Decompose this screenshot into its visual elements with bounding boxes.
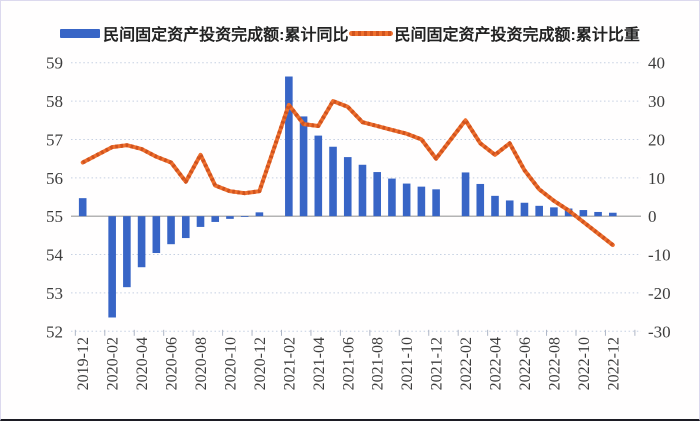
bar — [181, 216, 190, 239]
svg-text:2022-06: 2022-06 — [517, 337, 534, 390]
bar-series-swatch-icon — [60, 28, 101, 38]
bar — [432, 189, 440, 217]
svg-text:30: 30 — [648, 92, 665, 111]
svg-text:56: 56 — [46, 169, 63, 188]
line-series — [80, 99, 615, 247]
legend-label-cumulative-yoy: 民间固定资产投资完成额:累计同比 — [103, 27, 349, 44]
bar — [373, 172, 381, 217]
left-axis-labels: 52 53 54 55 56 57 58 59 — [46, 54, 64, 342]
bar — [299, 116, 308, 217]
legend-item-cumulative-share: 民间固定资产投资完成额:累计比重 — [348, 21, 640, 45]
svg-text:0: 0 — [648, 207, 657, 226]
bar — [609, 212, 617, 217]
svg-text:20: 20 — [648, 130, 665, 149]
bar — [505, 200, 514, 217]
bar — [167, 216, 175, 245]
bar — [314, 135, 323, 217]
line-series-swatch-icon — [348, 30, 393, 36]
bar — [520, 202, 529, 217]
bar — [417, 186, 426, 217]
svg-text:2021-04: 2021-04 — [311, 337, 328, 390]
bar — [255, 212, 264, 217]
svg-text:58: 58 — [46, 92, 63, 111]
bar — [123, 216, 131, 288]
svg-text:2021-12: 2021-12 — [429, 337, 446, 390]
bar — [550, 207, 558, 217]
bar — [329, 146, 337, 217]
bar — [535, 205, 543, 217]
bar — [226, 216, 234, 219]
svg-text:2019-12: 2019-12 — [75, 337, 92, 390]
bar — [491, 195, 499, 217]
svg-text:52: 52 — [46, 322, 63, 341]
bar — [476, 183, 485, 217]
svg-text:55: 55 — [46, 207, 63, 226]
svg-text:10: 10 — [648, 169, 665, 188]
bar — [108, 216, 116, 318]
svg-text:57: 57 — [46, 130, 64, 149]
svg-text:2020-10: 2020-10 — [222, 337, 239, 390]
bar-series — [78, 76, 617, 318]
bar — [78, 198, 87, 217]
svg-text:2021-08: 2021-08 — [370, 337, 387, 390]
svg-text:-30: -30 — [648, 322, 671, 341]
svg-text:2020-02: 2020-02 — [105, 337, 122, 390]
svg-text:2020-06: 2020-06 — [164, 337, 181, 390]
svg-text:2022-04: 2022-04 — [488, 337, 505, 390]
bar — [594, 211, 602, 217]
bar — [343, 157, 352, 217]
svg-text:2021-06: 2021-06 — [340, 337, 357, 390]
svg-text:53: 53 — [46, 284, 63, 303]
bar — [137, 216, 146, 268]
svg-text:54: 54 — [46, 246, 64, 265]
bar — [285, 76, 293, 217]
svg-text:2021-10: 2021-10 — [399, 337, 416, 390]
svg-text:2021-02: 2021-02 — [281, 337, 298, 390]
x-axis-ticks — [74, 329, 636, 336]
svg-text:40: 40 — [648, 54, 665, 73]
svg-text:2020-04: 2020-04 — [134, 337, 151, 390]
svg-text:59: 59 — [46, 54, 63, 73]
gridlines — [71, 62, 641, 332]
bar — [152, 216, 161, 254]
bar — [240, 216, 249, 217]
bar — [579, 210, 588, 217]
legend-item-cumulative-yoy: 民间固定资产投资完成额:累计同比 — [60, 21, 349, 45]
svg-text:-10: -10 — [648, 246, 671, 265]
svg-text:2022-12: 2022-12 — [605, 337, 622, 390]
bar — [461, 172, 470, 217]
svg-text:2020-08: 2020-08 — [193, 337, 210, 390]
svg-text:2022-02: 2022-02 — [458, 337, 475, 390]
bar — [196, 216, 205, 227]
svg-text:2022-08: 2022-08 — [546, 337, 563, 390]
bar — [402, 183, 411, 217]
bar — [211, 216, 220, 222]
x-axis-labels: 2019-12 2020-02 2020-04 2020-06 2020-08 2020-… — [75, 337, 622, 390]
legend-label-cumulative-share: 民间固定资产投资完成额:累计比重 — [394, 27, 640, 44]
bar — [388, 178, 396, 217]
svg-text:2020-12: 2020-12 — [252, 337, 269, 390]
bar — [358, 164, 367, 217]
legend: 民间固定资产投资完成额:累计同比 民间固定资产投资完成额:累计比重 — [1, 21, 699, 45]
right-axis-labels: -30 -20 -10 0 10 20 30 40 — [648, 54, 671, 342]
svg-text:-20: -20 — [648, 284, 671, 303]
svg-text:2022-10: 2022-10 — [576, 337, 593, 390]
